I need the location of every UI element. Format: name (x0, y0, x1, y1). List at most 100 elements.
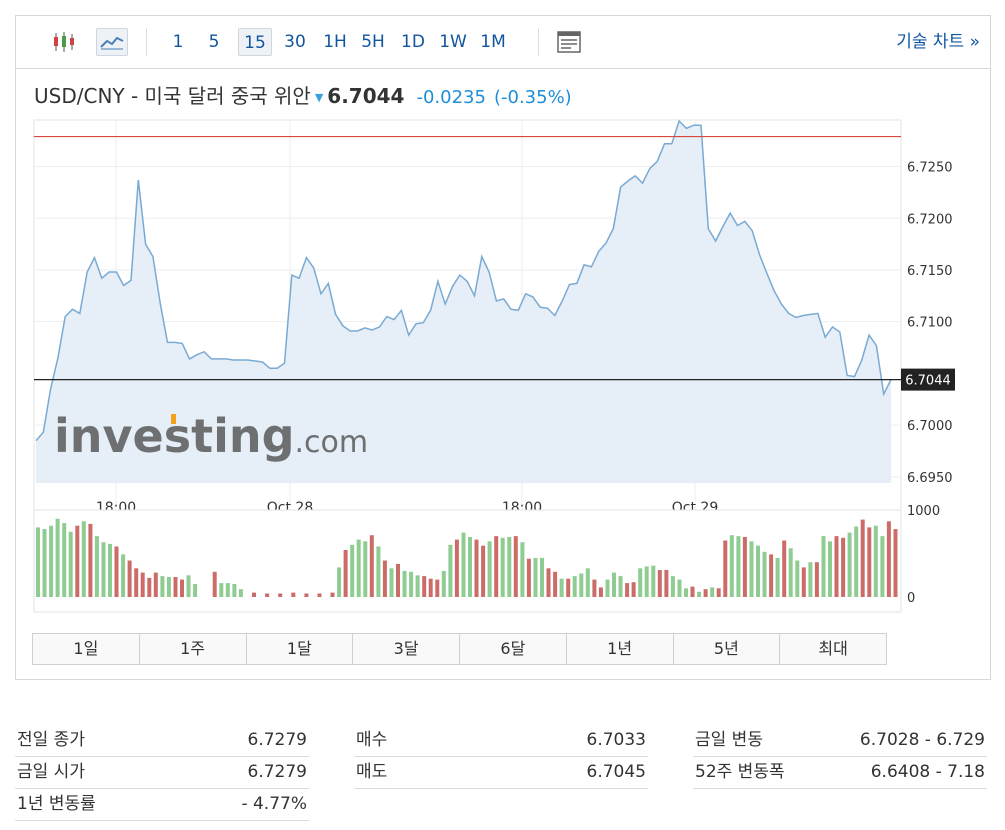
stat-value: 6.7279 (247, 730, 307, 750)
stat-row: 전일 종가 6.7279 (15, 725, 309, 757)
volume-bar (494, 536, 499, 597)
volume-bar (350, 544, 355, 597)
interval-1m[interactable]: 1M (480, 32, 506, 52)
volume-bar (886, 521, 891, 597)
stat-label: 전일 종가 (17, 730, 85, 750)
stat-row: 매수 6.7033 (354, 725, 648, 757)
volume-bar (782, 540, 787, 597)
volume-bar (533, 557, 538, 597)
volume-bar (788, 548, 793, 597)
volume-bar (252, 592, 256, 597)
volume-bar (454, 539, 459, 597)
range-button[interactable]: 1주 (140, 634, 247, 664)
volume-bar (180, 579, 184, 597)
volume-bar (625, 583, 630, 597)
volume-bar (127, 560, 132, 597)
volume-bar (540, 557, 544, 597)
volume-y-tick-label: 1000 (907, 504, 940, 519)
price-chart[interactable]: 6.72506.72006.71506.71006.70006.695018:0… (16, 16, 990, 626)
volume-bar (238, 589, 243, 597)
volume-bar (193, 584, 198, 597)
stat-label: 매도 (356, 762, 388, 782)
candlestick-chart-icon[interactable] (48, 28, 80, 56)
volume-bar (546, 568, 551, 597)
volume-bar (363, 541, 368, 597)
stat-row: 1년 변동률 - 4.77% (15, 789, 309, 821)
stat-value: 6.7028 - 6.729 (859, 730, 985, 750)
volume-bar (337, 567, 342, 597)
volume-bar (114, 546, 119, 597)
volume-bar (75, 525, 80, 597)
price-change: -0.0235 (416, 87, 486, 108)
quote-header: USD/CNY - 미국 달러 중국 위안 ▼ 6.7044 -0.0235 (-0.3… (34, 81, 572, 111)
stat-row: 금일 변동 6.7028 - 6.729 (693, 725, 987, 757)
volume-bar (690, 586, 695, 597)
volume-bar (841, 537, 846, 597)
volume-bar (657, 570, 662, 597)
volume-bar (396, 563, 400, 597)
volume-bar (703, 589, 708, 597)
volume-bar (664, 570, 669, 597)
volume-bar (317, 593, 322, 597)
volume-bar (108, 543, 112, 597)
volume-bar (36, 527, 40, 597)
volume-bar (631, 582, 636, 597)
range-button[interactable]: 최대 (818, 639, 848, 658)
volume-bar (428, 578, 433, 597)
interval-5h[interactable]: 5H (361, 32, 385, 52)
chart-toolbar: 1 5 15 30 1H 5H 1D 1W 1M 기술 차트 » (16, 16, 990, 69)
volume-bar (487, 541, 492, 597)
volume-bar (873, 525, 878, 597)
volume-bar (68, 531, 73, 598)
interval-30[interactable]: 30 (284, 32, 306, 52)
volume-bar (638, 568, 643, 597)
volume-bar (166, 577, 171, 597)
volume-bar (710, 587, 715, 597)
volume-bar (579, 573, 584, 597)
volume-y-tick-label: 0 (907, 591, 915, 606)
volume-bar (232, 584, 237, 597)
range-button[interactable]: 1달 (247, 634, 354, 664)
stat-value: 6.7045 (586, 762, 646, 782)
interval-15[interactable]: 15 (238, 28, 272, 56)
volume-bar (153, 572, 158, 597)
range-button[interactable]: 1년 (567, 634, 674, 664)
y-tick-label: 6.6950 (907, 471, 953, 486)
interval-1h[interactable]: 1H (323, 32, 347, 52)
volume-bar (684, 588, 688, 597)
volume-bar (343, 550, 348, 597)
volume-bar (854, 526, 859, 597)
price-line (35, 119, 892, 442)
volume-bar (775, 557, 780, 597)
interval-1[interactable]: 1 (172, 32, 184, 52)
volume-bar (742, 537, 747, 597)
interval-5[interactable]: 5 (208, 32, 220, 52)
volume-bar (278, 593, 283, 597)
volume-bar (481, 545, 486, 597)
volume-bar (186, 575, 191, 598)
volume-bar (756, 545, 760, 597)
volume-bar (382, 560, 387, 597)
stat-label: 52주 변동폭 (695, 762, 785, 782)
volume-bar (769, 554, 774, 597)
technical-chart-link[interactable]: 기술 차트 » (896, 32, 980, 52)
volume-bar (572, 576, 577, 597)
area-chart-icon[interactable] (96, 28, 128, 56)
instrument-name: USD/CNY - 미국 달러 중국 위안 (34, 84, 311, 108)
volume-bar (173, 577, 178, 597)
range-button[interactable]: 1일 (33, 634, 140, 664)
volume-bar (697, 591, 702, 597)
watermark-accent (171, 414, 176, 424)
stats-column-2: 매수 6.7033 매도 6.7045 (354, 725, 648, 789)
range-button[interactable]: 6달 (460, 634, 567, 664)
toolbar-separator (146, 28, 147, 56)
interval-1d[interactable]: 1D (401, 32, 425, 52)
chart-widget: 1 5 15 30 1H 5H 1D 1W 1M 기술 차트 » USD/CNY - 미국 달러… (15, 15, 991, 680)
interval-1w[interactable]: 1W (439, 32, 467, 52)
volume-bar (219, 583, 224, 597)
toolbar-separator (538, 28, 539, 56)
stat-label: 1년 변동률 (17, 794, 96, 814)
range-button[interactable]: 3달 (353, 634, 460, 664)
chart-layout-icon[interactable] (553, 28, 585, 56)
range-button[interactable]: 5년 (674, 634, 781, 664)
